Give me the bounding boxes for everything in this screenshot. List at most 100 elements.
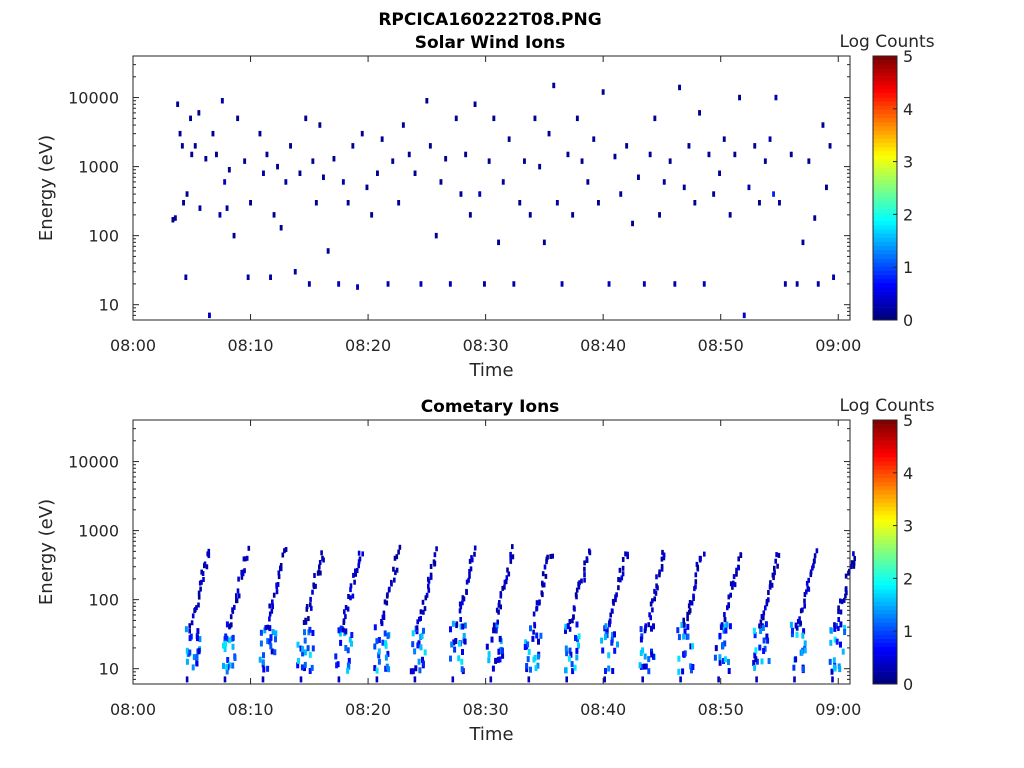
sweep-cell — [725, 621, 729, 628]
sweep-cell — [416, 619, 419, 625]
sweep-cell — [803, 603, 806, 609]
heatmap-cell — [523, 158, 526, 164]
sweep-cell — [682, 651, 686, 658]
sweep-cell — [188, 623, 191, 629]
heatmap-cell — [601, 89, 605, 95]
sweep-cell — [525, 666, 529, 673]
sweep-cell — [381, 639, 385, 646]
sweep-cell — [416, 642, 420, 649]
heatmap-cell — [182, 200, 185, 206]
sweep-cell — [536, 662, 540, 669]
sweep-cell — [834, 622, 838, 629]
sweep-cell — [352, 572, 355, 578]
sweep-cell — [613, 631, 616, 638]
x-tick-label: 08:40 — [580, 336, 626, 355]
heatmap-cell — [265, 151, 269, 158]
sweep-cell — [541, 592, 544, 598]
sweep-cell — [275, 589, 279, 595]
heatmap-cell — [298, 170, 302, 176]
sweep-cell — [384, 665, 388, 672]
sweep-cell — [795, 625, 799, 631]
sweep-cell — [349, 583, 353, 589]
sweep-cell — [498, 600, 501, 605]
colorbar-segment — [873, 72, 897, 77]
sweep-cell — [495, 622, 499, 629]
heatmap-cell — [189, 115, 192, 122]
sweep-cell — [651, 598, 654, 604]
sweep-cell — [611, 668, 615, 674]
sweep-cell — [588, 550, 592, 556]
sweep-cell — [414, 665, 418, 672]
colorbar-segment — [873, 638, 897, 644]
sweep-cell — [695, 561, 699, 567]
colorbar-segment — [873, 216, 897, 222]
sweep-cell — [339, 625, 343, 632]
sweep-cell — [574, 635, 577, 641]
sweep-cell — [615, 592, 618, 598]
sweep-cell — [236, 588, 240, 594]
sweep-cell — [313, 573, 316, 578]
sweep-cell — [385, 600, 389, 606]
sweep-cell — [807, 577, 810, 583]
sweep-cell — [527, 648, 531, 655]
heatmap-cell — [225, 205, 229, 211]
sweep-cell — [492, 622, 496, 628]
sweep-cell — [346, 647, 350, 654]
heatmap-cell — [642, 281, 646, 287]
colorbar-segment — [873, 601, 897, 606]
sweep-cell — [809, 569, 813, 575]
sweep-cell — [662, 552, 666, 558]
sweep-cell — [468, 573, 471, 579]
sweep-cell — [727, 659, 730, 665]
heatmap-cell — [397, 200, 401, 206]
sweep-cell — [347, 594, 350, 599]
heatmap-cell — [658, 212, 661, 218]
sweep-cell — [320, 550, 323, 556]
colorbar-segment — [873, 163, 897, 168]
colorbar-segment — [873, 473, 897, 479]
sweep-cell — [850, 564, 853, 570]
sweep-cell — [755, 658, 759, 665]
sweep-cell — [266, 624, 270, 630]
sweep-cell — [241, 571, 245, 577]
sweep-cell — [383, 599, 387, 605]
colorbar-segment — [873, 113, 897, 119]
colorbar-segment — [873, 155, 897, 160]
sweep-cell — [580, 578, 583, 584]
x-tick-label: 08:50 — [698, 700, 744, 719]
sweep-cell — [803, 592, 807, 597]
sweep-cell — [802, 666, 805, 673]
sweep-cell — [767, 597, 770, 603]
heatmap-cell — [747, 184, 751, 191]
colorbar-tick-label: 3 — [903, 153, 913, 172]
colorbar-segment — [873, 556, 897, 561]
heatmap-cell — [401, 122, 405, 128]
sweep-cell — [188, 628, 191, 634]
sweep-cell — [509, 558, 513, 564]
x-tick-label: 08:50 — [698, 336, 744, 355]
sweep-cell — [269, 643, 273, 650]
sweep-cell — [270, 608, 274, 614]
colorbar-segment — [873, 490, 897, 495]
sweep-cell — [231, 643, 235, 650]
sweep-cell — [451, 620, 455, 627]
heatmap-cell — [718, 170, 721, 176]
sweep-cell — [679, 676, 682, 683]
sweep-cell — [682, 622, 686, 628]
sweep-cell — [828, 658, 832, 665]
sweep-cell — [205, 564, 209, 570]
sweep-cell — [357, 563, 360, 569]
sweep-cell — [271, 604, 274, 610]
sweep-cell — [386, 650, 390, 657]
sweep-cell — [794, 622, 798, 629]
sweep-cell — [525, 663, 529, 669]
heatmap-cell — [682, 184, 686, 191]
sweep-cell — [652, 653, 655, 660]
heatmap-cell — [380, 136, 384, 142]
sweep-cell — [689, 643, 693, 650]
sweep-cell — [310, 605, 313, 611]
colorbar-segment — [873, 109, 897, 115]
sweep-cell — [377, 648, 381, 655]
heatmap-cell — [613, 153, 617, 160]
sweep-cell — [762, 615, 765, 621]
